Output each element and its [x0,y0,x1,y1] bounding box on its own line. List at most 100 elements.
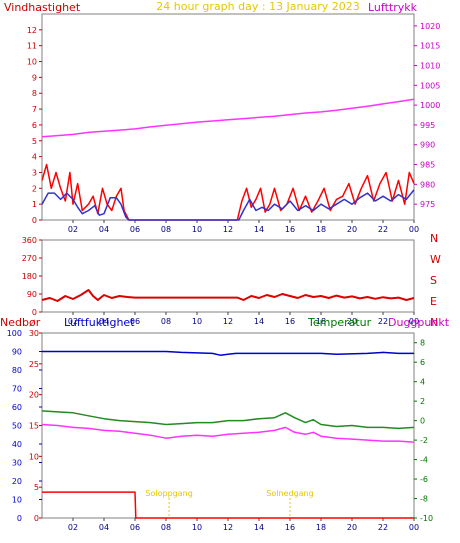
y-tick-label: -6 [420,475,428,484]
y-tick-label: 8 [32,89,37,98]
y-tick-label: 0 [32,308,37,317]
x-tick-label: 12 [223,523,233,532]
y-tick-label: 1015 [420,42,440,51]
x-tick-label: 18 [316,225,326,234]
x-tick-label: 14 [254,225,264,234]
y-tick-label: 60 [12,403,22,412]
y-tick-label: 10 [29,452,39,461]
y-tick-label: -8 [420,495,428,504]
sun-label: Solnedgang [266,489,313,498]
x-tick-label: 00 [409,317,419,326]
y-tick-label: 20 [29,391,39,400]
rain-humidity-series [41,350,415,519]
x-tick-label: 06 [130,523,140,532]
y-tick-label: 4 [420,378,425,387]
y-tick-label: 1010 [420,62,440,71]
x-tick-label: 08 [161,523,171,532]
x-tick-label: 02 [68,523,78,532]
rain-line [42,491,414,519]
y-tick-label: -4 [420,456,428,465]
wind-direction-frame [41,239,415,313]
x-tick-label: 08 [161,317,171,326]
pressure-ticks: 975 980 985 990 995 1000 1005 1010 1015 1020 [414,22,440,209]
x-tick-label: 22 [378,523,388,532]
y-tick-label: 6 [32,121,37,130]
compass-label: N [430,316,438,329]
x-tick-label: 10 [192,225,202,234]
temperature-axis-label: Temperatur [307,316,372,329]
x-tick-label: 06 [130,317,140,326]
y-tick-label: -2 [420,436,428,445]
y-tick-label: 12 [27,26,37,35]
wind_gust-line [41,163,415,221]
wind-speed-axis-label: Vindhastighet [4,1,81,14]
rain-ticks: 0 5 10 15 20 25 30 [29,329,42,523]
wind-direction-x-ticks: 02 04 06 08 10 12 14 16 18 20 22 00 [68,312,419,326]
wind-direction-series [41,289,415,302]
x-tick-label: 08 [161,225,171,234]
x-tick-label: 14 [254,523,264,532]
y-tick-label: 0 [17,514,22,523]
direction-line [41,289,415,302]
y-tick-label: 0 [32,216,37,225]
x-tick-label: 12 [223,225,233,234]
wind-pressure-frame [41,13,415,221]
y-tick-label: 7 [32,105,37,114]
y-tick-label: 30 [12,459,22,468]
y-tick-label: 25 [29,360,39,369]
x-tick-label: 20 [347,317,357,326]
x-tick-label: 16 [285,523,295,532]
humidity-line [42,350,414,356]
x-tick-label: 20 [347,225,357,234]
pressure-axis-label: Lufttrykk [368,1,418,14]
y-tick-label: 2 [420,397,425,406]
y-tick-label: 975 [420,200,435,209]
y-tick-label: 0 [420,417,425,426]
rain-axis-label: Nedbør [0,316,41,329]
x-tick-label: 04 [99,523,109,532]
x-tick-label: 14 [254,317,264,326]
y-tick-label: 40 [12,440,22,449]
y-tick-label: 10 [27,58,37,67]
x-tick-label: 16 [285,317,295,326]
temperature-ticks: -10 -8 -6 -4 -2 0 2 4 6 8 [414,339,433,523]
y-tick-label: 15 [29,422,39,431]
x-tick-label: 06 [130,225,140,234]
x-tick-label: 18 [316,523,326,532]
x-tick-label: 02 [68,317,78,326]
y-tick-label: 9 [32,73,37,82]
wind-pressure-series [41,98,415,221]
y-tick-label: 980 [420,180,435,189]
y-tick-label: 360 [22,236,37,245]
y-tick-label: 90 [12,348,22,357]
y-tick-label: 30 [29,329,39,338]
x-tick-label: 04 [99,225,109,234]
x-tick-label: 00 [409,523,419,532]
x-tick-label: 16 [285,225,295,234]
wind_average-line [41,189,415,221]
y-tick-label: 6 [420,358,425,367]
x-tick-label: 00 [409,225,419,234]
sun-labels: Soloppgang Solnedgang [145,489,314,518]
y-tick-label: 1 [32,200,37,209]
dewpoint-line [41,423,415,443]
y-tick-label: 985 [420,161,435,170]
y-tick-label: 70 [12,385,22,394]
x-tick-label: 02 [68,225,78,234]
dewpoint-axis-label: Duggpunkt [388,316,450,329]
y-tick-label: 1020 [420,22,440,31]
pressure-line [41,98,415,138]
y-tick-label: 20 [12,477,22,486]
temperature-line [41,410,415,430]
x-tick-label: 10 [192,317,202,326]
compass-label: E [430,295,437,308]
x-tick-label: 12 [223,317,233,326]
y-tick-label: 3 [32,168,37,177]
x-tick-label: 10 [192,523,202,532]
y-tick-label: 5 [32,137,37,146]
y-tick-label: 4 [32,153,37,162]
